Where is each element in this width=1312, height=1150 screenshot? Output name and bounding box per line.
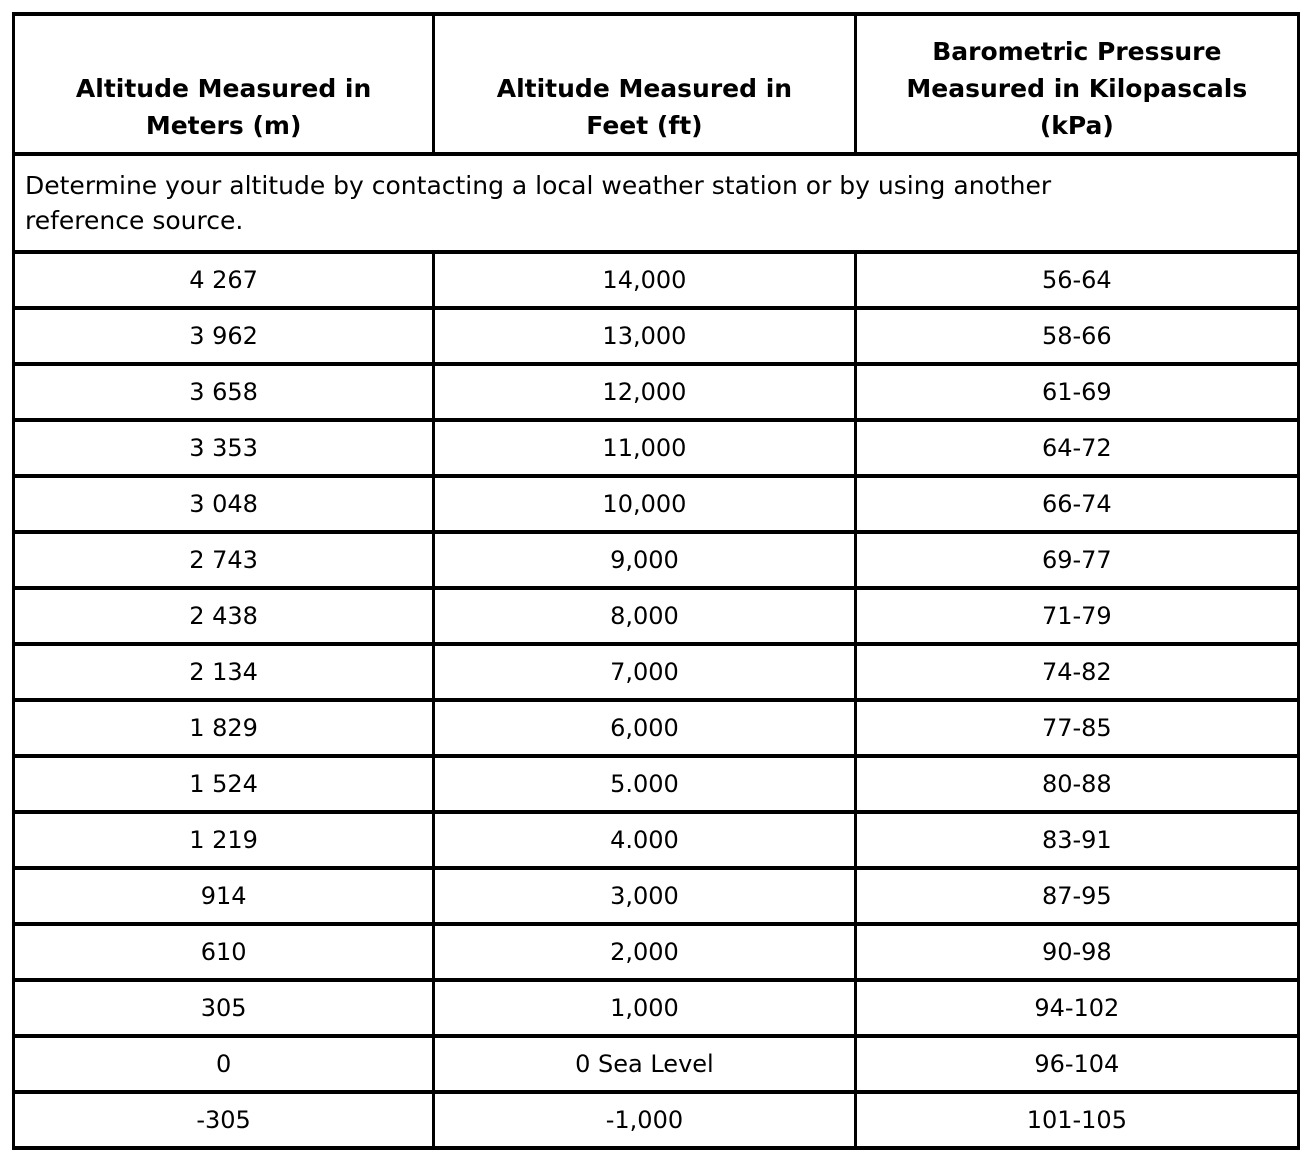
cell-pressure_kpa: 71-79 bbox=[853, 586, 1301, 646]
header-line: Altitude Measured in bbox=[496, 74, 793, 103]
cell-meters: 3 353 bbox=[11, 418, 436, 478]
cell-meters: 2 134 bbox=[11, 642, 436, 702]
cell-feet: 3,000 bbox=[432, 866, 857, 926]
cell-meters: 4 267 bbox=[11, 250, 436, 310]
cell-feet: 6,000 bbox=[432, 698, 857, 758]
cell-pressure_kpa: 69-77 bbox=[853, 530, 1301, 590]
cell-feet: 12,000 bbox=[432, 362, 857, 422]
cell-meters: 2 743 bbox=[11, 530, 436, 590]
column-header-meters: Altitude Measured in Meters (m) bbox=[11, 12, 436, 156]
table-header-row: Altitude Measured in Meters (m) Altitude… bbox=[11, 12, 1301, 156]
cell-feet: 1,000 bbox=[432, 978, 857, 1038]
cell-meters: 3 048 bbox=[11, 474, 436, 534]
table-row: 3 658 12,000 61-69 bbox=[11, 362, 1301, 422]
cell-pressure_kpa: 96-104 bbox=[853, 1034, 1301, 1094]
note-line: reference source. bbox=[25, 206, 244, 235]
header-line: Feet (ft) bbox=[586, 111, 703, 140]
cell-meters: 1 524 bbox=[11, 754, 436, 814]
cell-feet: 10,000 bbox=[432, 474, 857, 534]
cell-pressure_kpa: 56-64 bbox=[853, 250, 1301, 310]
table-row: 1 524 5.000 80-88 bbox=[11, 754, 1301, 814]
table-note-row: Determine your altitude by contacting a … bbox=[12, 152, 1300, 254]
cell-meters: 0 bbox=[11, 1034, 436, 1094]
column-header-pressure: Barometric Pressure Measured in Kilopasc… bbox=[853, 12, 1301, 156]
table-row: 610 2,000 90-98 bbox=[11, 922, 1301, 982]
table-row: 3 353 11,000 64-72 bbox=[11, 418, 1301, 478]
cell-meters: 305 bbox=[11, 978, 436, 1038]
cell-pressure_kpa: 77-85 bbox=[853, 698, 1301, 758]
cell-pressure_kpa: 61-69 bbox=[853, 362, 1301, 422]
cell-feet: 5.000 bbox=[432, 754, 857, 814]
cell-meters: 2 438 bbox=[11, 586, 436, 646]
table-row: 3 048 10,000 66-74 bbox=[11, 474, 1301, 534]
cell-pressure_kpa: 66-74 bbox=[853, 474, 1301, 534]
cell-pressure_kpa: 64-72 bbox=[853, 418, 1301, 478]
header-line: Meters (m) bbox=[145, 111, 302, 140]
cell-pressure_kpa: 58-66 bbox=[853, 306, 1301, 366]
table-row: 1 829 6,000 77-85 bbox=[11, 698, 1301, 758]
header-line: Measured in Kilopascals bbox=[906, 74, 1248, 103]
cell-feet: 13,000 bbox=[432, 306, 857, 366]
cell-pressure_kpa: 80-88 bbox=[853, 754, 1301, 814]
header-line: (kPa) bbox=[1039, 111, 1114, 140]
table-row: 1 219 4.000 83-91 bbox=[11, 810, 1301, 870]
cell-feet: 0 Sea Level bbox=[432, 1034, 857, 1094]
cell-pressure_kpa: 90-98 bbox=[853, 922, 1301, 982]
cell-pressure_kpa: 94-102 bbox=[853, 978, 1301, 1038]
table-row: 305 1,000 94-102 bbox=[11, 978, 1301, 1038]
header-line: Altitude Measured in bbox=[75, 74, 372, 103]
table-body: 4 267 14,000 56-64 3 962 13,000 58-66 3 658 12,… bbox=[11, 250, 1301, 1150]
cell-pressure_kpa: 83-91 bbox=[853, 810, 1301, 870]
cell-feet: 14,000 bbox=[432, 250, 857, 310]
cell-meters: 610 bbox=[11, 922, 436, 982]
table-row: 2 438 8,000 71-79 bbox=[11, 586, 1301, 646]
cell-feet: 2,000 bbox=[432, 922, 857, 982]
table-row: 2 743 9,000 69-77 bbox=[11, 530, 1301, 590]
cell-meters: 1 829 bbox=[11, 698, 436, 758]
cell-pressure_kpa: 74-82 bbox=[853, 642, 1301, 702]
altitude-pressure-table: Altitude Measured in Meters (m) Altitude… bbox=[11, 12, 1301, 1150]
cell-feet: 9,000 bbox=[432, 530, 857, 590]
cell-meters: 3 962 bbox=[11, 306, 436, 366]
cell-meters: 3 658 bbox=[11, 362, 436, 422]
note-line: Determine your altitude by contacting a … bbox=[25, 171, 1052, 200]
cell-feet: 7,000 bbox=[432, 642, 857, 702]
table-row: 4 267 14,000 56-64 bbox=[11, 250, 1301, 310]
table-row: 2 134 7,000 74-82 bbox=[11, 642, 1301, 702]
table-row: 914 3,000 87-95 bbox=[11, 866, 1301, 926]
cell-feet: 8,000 bbox=[432, 586, 857, 646]
cell-pressure_kpa: 87-95 bbox=[853, 866, 1301, 926]
table-row: 3 962 13,000 58-66 bbox=[11, 306, 1301, 366]
cell-meters: 914 bbox=[11, 866, 436, 926]
cell-meters: 1 219 bbox=[11, 810, 436, 870]
cell-feet: 4.000 bbox=[432, 810, 857, 870]
column-header-feet: Altitude Measured in Feet (ft) bbox=[432, 12, 857, 156]
header-line: Barometric Pressure bbox=[932, 37, 1222, 66]
note-cell: Determine your altitude by contacting a … bbox=[12, 152, 1300, 254]
cell-feet: 11,000 bbox=[432, 418, 857, 478]
